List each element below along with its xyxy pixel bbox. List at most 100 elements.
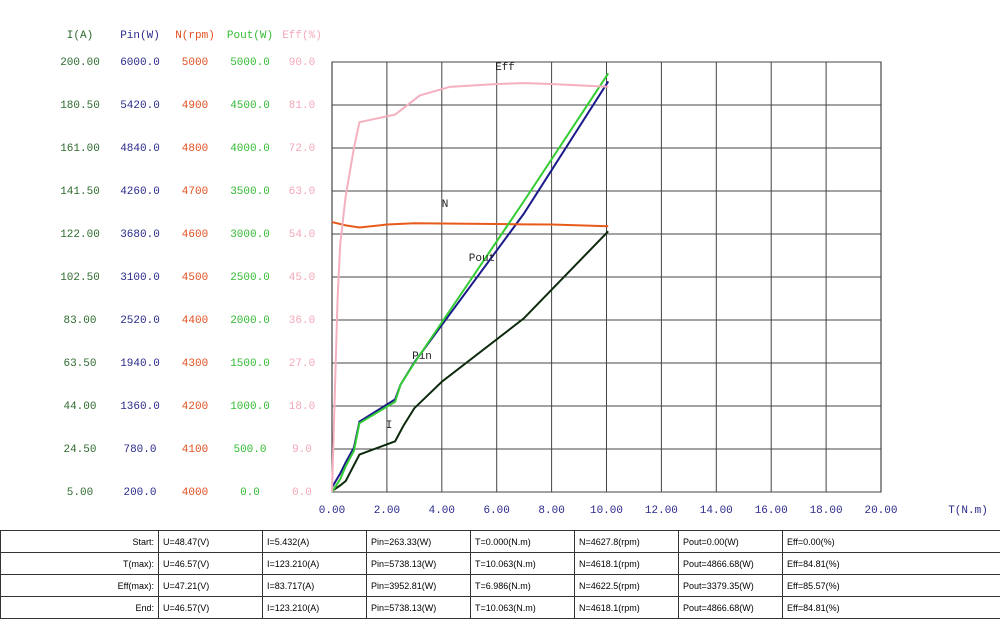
table-cell: I=123.210(A) bbox=[262, 596, 367, 619]
y-tick-label: 81.0 bbox=[289, 100, 315, 112]
axis-title: I(A) bbox=[67, 30, 93, 42]
x-tick-label: 10.00 bbox=[590, 505, 623, 517]
table-cell: T=0.000(N.m) bbox=[470, 530, 575, 553]
row-header: Start: bbox=[0, 530, 159, 553]
table-cell: U=46.57(V) bbox=[158, 552, 263, 575]
x-tick-label: 4.00 bbox=[429, 505, 455, 517]
summary-table: Start: U=48.47(V) I=5.432(A) Pin=263.33(W) T… bbox=[0, 530, 1000, 619]
y-tick-label: 2000.0 bbox=[230, 315, 270, 327]
x-tick-label: 0.00 bbox=[319, 505, 345, 517]
y-tick-label: 5420.0 bbox=[120, 100, 160, 112]
table-cell: U=48.47(V) bbox=[158, 530, 263, 553]
table-cell: N=4627.8(rpm) bbox=[574, 530, 679, 553]
y-tick-label: 4300 bbox=[182, 358, 208, 370]
y-tick-label: 4000 bbox=[182, 487, 208, 499]
table-cell: Eff=0.00(%) bbox=[782, 530, 1000, 553]
table-cell: Pout=0.00(W) bbox=[678, 530, 783, 553]
y-tick-label: 161.00 bbox=[60, 143, 100, 155]
y-tick-label: 4840.0 bbox=[120, 143, 160, 155]
x-tick-label: 20.00 bbox=[864, 505, 897, 517]
y-tick-label: 63.0 bbox=[289, 186, 315, 198]
table-row: T(max): U=46.57(V) I=123.210(A) Pin=5738.13… bbox=[0, 552, 1000, 575]
table-cell: I=83.717(A) bbox=[262, 574, 367, 597]
curve-label: I bbox=[386, 420, 393, 432]
y-tick-label: 2520.0 bbox=[120, 315, 160, 327]
x-tick-label: 14.00 bbox=[700, 505, 733, 517]
y-tick-label: 200.0 bbox=[123, 487, 156, 499]
y-tick-label: 54.0 bbox=[289, 229, 315, 241]
y-tick-label: 3100.0 bbox=[120, 272, 160, 284]
table-cell: T=10.063(N.m) bbox=[470, 596, 575, 619]
y-tick-label: 4200 bbox=[182, 401, 208, 413]
series-line bbox=[331, 230, 609, 492]
y-tick-label: 1940.0 bbox=[120, 358, 160, 370]
table-cell: Pin=5738.13(W) bbox=[366, 596, 471, 619]
x-tick-label: 8.00 bbox=[538, 505, 564, 517]
y-tick-label: 102.50 bbox=[60, 272, 100, 284]
y-tick-label: 1000.0 bbox=[230, 401, 270, 413]
y-tick-label: 1500.0 bbox=[230, 358, 270, 370]
y-tick-label: 4600 bbox=[182, 229, 208, 241]
table-cell: N=4622.5(rpm) bbox=[574, 574, 679, 597]
y-tick-label: 9.0 bbox=[292, 444, 312, 456]
table-cell: Eff=84.81(%) bbox=[782, 596, 1000, 619]
axis-title: Eff(%) bbox=[282, 30, 322, 42]
y-tick-label: 5.00 bbox=[67, 487, 93, 499]
x-tick-label: 16.00 bbox=[755, 505, 788, 517]
y-tick-label: 180.50 bbox=[60, 100, 100, 112]
y-tick-label: 44.00 bbox=[63, 401, 96, 413]
y-tick-label: 3500.0 bbox=[230, 186, 270, 198]
table-cell: Pin=3952.81(W) bbox=[366, 574, 471, 597]
axis-title: Pout(W) bbox=[227, 30, 273, 42]
table-row: End: U=46.57(V) I=123.210(A) Pin=5738.13(W)… bbox=[0, 596, 1000, 619]
table-cell: I=123.210(A) bbox=[262, 552, 367, 575]
table-cell: Pout=3379.35(W) bbox=[678, 574, 783, 597]
x-tick-label: 12.00 bbox=[645, 505, 678, 517]
y-tick-label: 4100 bbox=[182, 444, 208, 456]
x-axis-label: T(N.m) bbox=[948, 505, 988, 517]
y-tick-label: 63.50 bbox=[63, 358, 96, 370]
table-row: Eff(max): U=47.21(V) I=83.717(A) Pin=3952.8… bbox=[0, 574, 1000, 597]
y-tick-label: 5000.0 bbox=[230, 57, 270, 69]
axis-title: Pin(W) bbox=[120, 30, 160, 42]
table-cell: T=6.986(N.m) bbox=[470, 574, 575, 597]
y-tick-label: 24.50 bbox=[63, 444, 96, 456]
y-tick-label: 45.0 bbox=[289, 272, 315, 284]
table-cell: U=46.57(V) bbox=[158, 596, 263, 619]
y-tick-label: 4400 bbox=[182, 315, 208, 327]
table-cell: Eff=84.81(%) bbox=[782, 552, 1000, 575]
series-line bbox=[331, 80, 610, 488]
y-tick-label: 4000.0 bbox=[230, 143, 270, 155]
y-tick-label: 2500.0 bbox=[230, 272, 270, 284]
y-tick-label: 18.0 bbox=[289, 401, 315, 413]
table-cell: Pout=4866.68(W) bbox=[678, 552, 783, 575]
table-cell: Pin=5738.13(W) bbox=[366, 552, 471, 575]
series-line bbox=[331, 72, 610, 493]
curve-label: N bbox=[442, 199, 449, 211]
y-tick-label: 141.50 bbox=[60, 186, 100, 198]
y-tick-label: 500.0 bbox=[233, 444, 266, 456]
y-tick-label: 90.0 bbox=[289, 57, 315, 69]
table-cell: T=10.063(N.m) bbox=[470, 552, 575, 575]
x-tick-label: 2.00 bbox=[374, 505, 400, 517]
row-header: T(max): bbox=[0, 552, 159, 575]
y-tick-label: 6000.0 bbox=[120, 57, 160, 69]
axis-title: N(rpm) bbox=[175, 30, 215, 42]
y-tick-label: 122.00 bbox=[60, 229, 100, 241]
x-tick-label: 18.00 bbox=[810, 505, 843, 517]
y-tick-label: 27.0 bbox=[289, 358, 315, 370]
y-tick-label: 200.00 bbox=[60, 57, 100, 69]
y-tick-label: 3680.0 bbox=[120, 229, 160, 241]
series-line bbox=[331, 82, 609, 493]
y-tick-label: 780.0 bbox=[123, 444, 156, 456]
y-tick-label: 4900 bbox=[182, 100, 208, 112]
table-cell: N=4618.1(rpm) bbox=[574, 596, 679, 619]
x-tick-label: 6.00 bbox=[483, 505, 509, 517]
chart: T(N.m) 0.00 2.00 4.00 6.00 8.00 10.00 12.00 14.… bbox=[60, 30, 988, 517]
curve-label: Eff bbox=[495, 62, 515, 74]
row-header: End: bbox=[0, 596, 159, 619]
y-tick-label: 0.0 bbox=[240, 487, 260, 499]
table-cell: Pout=4866.68(W) bbox=[678, 596, 783, 619]
series-line bbox=[331, 221, 609, 229]
